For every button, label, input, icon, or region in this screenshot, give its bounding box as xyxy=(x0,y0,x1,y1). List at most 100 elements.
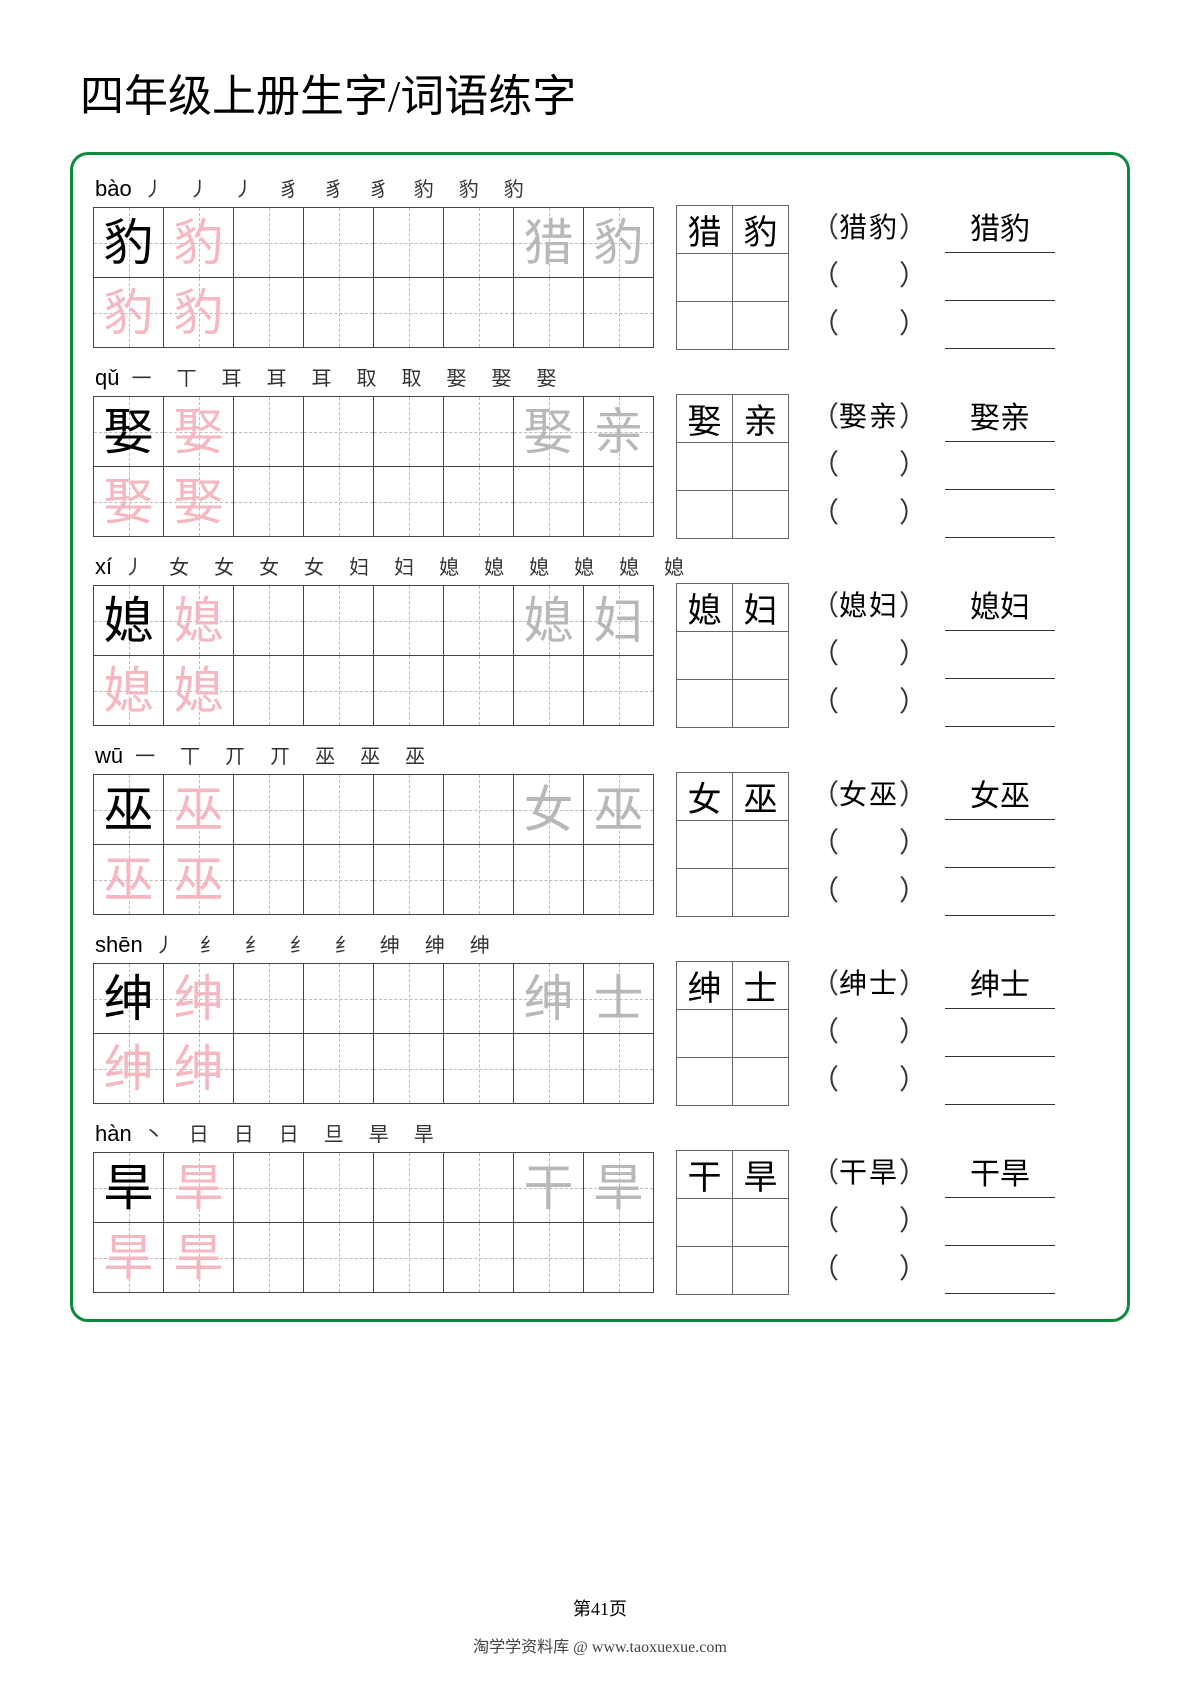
practice-cell xyxy=(583,466,653,536)
practice-cell: 旱 xyxy=(93,1222,163,1292)
practice-cell xyxy=(373,1222,443,1292)
underline: 娶亲 xyxy=(945,394,1055,442)
practice-cell xyxy=(373,396,443,466)
pinyin-line: qǔ一 丅 耳 耳 耳 取 取 娶 娶 娶 xyxy=(95,364,1107,392)
practice-cell xyxy=(303,277,373,347)
word-grid: 猎豹 xyxy=(676,205,789,350)
practice-cell: 绅 xyxy=(93,963,163,1033)
source-line: 淘学学资料库 @ www.taoxuexue.com xyxy=(70,1633,1130,1657)
practice-cell xyxy=(443,1033,513,1103)
pinyin: hàn xyxy=(95,1121,132,1146)
word-cell xyxy=(676,679,732,727)
practice-cell xyxy=(583,844,653,914)
word-grid: 媳妇 xyxy=(676,583,789,728)
practice-char: 旱 xyxy=(104,1163,154,1213)
bracket-line: （ ） xyxy=(811,679,927,727)
underline xyxy=(945,253,1055,301)
practice-char: 娶 xyxy=(174,407,224,457)
word-cell xyxy=(732,868,788,916)
practice-cell: 豹 xyxy=(583,207,653,277)
practice-row: wū一 丅 丌 丌 巫 巫 巫巫巫女巫巫巫女巫（女巫）（ ）（ ）女巫 xyxy=(93,742,1107,917)
practice-grid: 娶娶娶亲娶娶 xyxy=(93,396,654,537)
underline xyxy=(945,868,1055,916)
practice-cell xyxy=(233,207,303,277)
practice-char: 巫 xyxy=(174,785,224,835)
word-cell xyxy=(676,253,732,301)
practice-cell: 豹 xyxy=(93,207,163,277)
practice-cell xyxy=(233,1152,303,1222)
word-cell xyxy=(732,301,788,349)
practice-grid: 旱旱干旱旱旱 xyxy=(93,1152,654,1293)
practice-grid: 豹豹猎豹豹豹 xyxy=(93,207,654,348)
practice-cell: 旱 xyxy=(93,1152,163,1222)
bracket-line: （ ） xyxy=(811,868,927,916)
underline xyxy=(945,301,1055,349)
word-cell: 绅 xyxy=(676,961,732,1009)
word-cell: 娶 xyxy=(676,394,732,442)
practice-cell: 巫 xyxy=(583,774,653,844)
practice-row: bào丿 丿 丿 豸 豸 豸 豹 豹 豹豹豹猎豹豹豹猎豹（猎豹）（ ）（ ）猎豹 xyxy=(93,175,1107,350)
word-cell xyxy=(676,1009,732,1057)
word-cell: 女 xyxy=(676,772,732,820)
practice-cell: 媳 xyxy=(513,585,583,655)
bracket-line: （ ） xyxy=(811,442,927,490)
bracket-line: （ ） xyxy=(811,253,927,301)
footer: 第41页 淘学学资料库 @ www.taoxuexue.com xyxy=(70,1595,1130,1657)
stroke-sequence: 丶 日 日 日 旦 旱 旱 xyxy=(144,1124,444,1146)
bracket-line: （干旱） xyxy=(811,1150,927,1198)
practice-cell xyxy=(513,466,583,536)
practice-cell: 娶 xyxy=(513,396,583,466)
practice-cell: 娶 xyxy=(163,396,233,466)
practice-cell xyxy=(233,466,303,536)
practice-char: 巫 xyxy=(174,855,224,905)
word-cell xyxy=(676,490,732,538)
practice-cell: 绅 xyxy=(93,1033,163,1103)
word-cell: 妇 xyxy=(732,583,788,631)
practice-char: 绅 xyxy=(104,1044,154,1094)
practice-char: 女 xyxy=(524,785,574,835)
practice-cell: 绅 xyxy=(163,963,233,1033)
page-number: 第41页 xyxy=(70,1595,1130,1621)
practice-cell: 娶 xyxy=(93,466,163,536)
practice-cell xyxy=(583,1033,653,1103)
practice-char: 巫 xyxy=(104,785,154,835)
practice-grid: 绅绅绅士绅绅 xyxy=(93,963,654,1104)
practice-cell xyxy=(233,963,303,1033)
word-cell xyxy=(676,1198,732,1246)
practice-cell xyxy=(513,1222,583,1292)
practice-cell xyxy=(513,655,583,725)
underline xyxy=(945,490,1055,538)
pinyin-line: hàn 丶 日 日 日 旦 旱 旱 xyxy=(95,1120,1107,1148)
underline: 绅士 xyxy=(945,961,1055,1009)
practice-cell: 旱 xyxy=(583,1152,653,1222)
practice-grid: 媳媳媳妇媳媳 xyxy=(93,585,654,726)
practice-cell xyxy=(443,1152,513,1222)
practice-cell: 干 xyxy=(513,1152,583,1222)
practice-cell xyxy=(303,207,373,277)
practice-cell: 媳 xyxy=(163,655,233,725)
underline xyxy=(945,1057,1055,1105)
practice-cell xyxy=(303,396,373,466)
underline xyxy=(945,442,1055,490)
practice-char: 豹 xyxy=(174,288,224,338)
practice-cell xyxy=(443,207,513,277)
practice-cell xyxy=(373,277,443,347)
rows-container: bào丿 丿 丿 豸 豸 豸 豹 豹 豹豹豹猎豹豹豹猎豹（猎豹）（ ）（ ）猎豹… xyxy=(93,175,1107,1295)
practice-char: 巫 xyxy=(594,785,644,835)
practice-cell xyxy=(373,774,443,844)
practice-cell xyxy=(373,844,443,914)
practice-char: 娶 xyxy=(174,477,224,527)
pinyin-line: bào丿 丿 丿 豸 豸 豸 豹 豹 豹 xyxy=(95,175,1107,203)
practice-cell: 巫 xyxy=(163,774,233,844)
practice-cell: 巫 xyxy=(163,844,233,914)
practice-grid: 巫巫女巫巫巫 xyxy=(93,774,654,915)
word-cell: 亲 xyxy=(732,394,788,442)
practice-cell: 巫 xyxy=(93,844,163,914)
word-cell xyxy=(732,1198,788,1246)
underline xyxy=(945,1009,1055,1057)
practice-char: 旱 xyxy=(174,1163,224,1213)
stroke-sequence: 丿 女 女 女 女 妇 妇 媳 媳 媳 媳 媳 媳 xyxy=(124,557,694,579)
stroke-sequence: 丿 纟 纟 纟 纟 绅 绅 绅 xyxy=(155,935,500,957)
bracket-line: （ ） xyxy=(811,631,927,679)
practice-cell xyxy=(443,963,513,1033)
